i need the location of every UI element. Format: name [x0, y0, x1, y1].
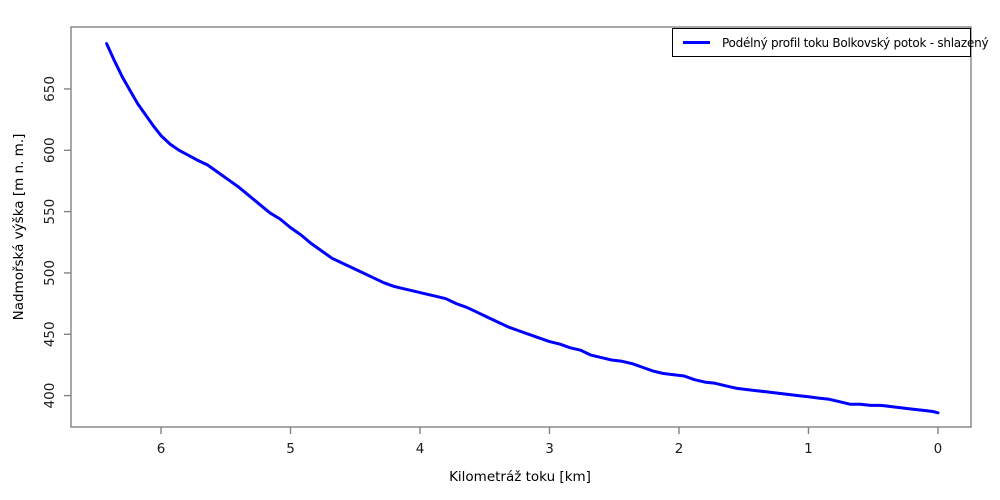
y-tick-label: 600: [42, 137, 58, 163]
legend-line-sample: [683, 41, 710, 44]
y-tick-label: 450: [42, 321, 58, 347]
x-tick-label: 0: [934, 441, 943, 457]
x-tick-label: 1: [804, 441, 813, 457]
legend: Podélný profil toku Bolkovský potok - sh…: [672, 28, 989, 57]
y-tick-label: 550: [42, 199, 58, 225]
plot-border: [70, 26, 972, 428]
profile-line: [105, 42, 940, 415]
x-axis-label: Kilometráž toku [km]: [449, 469, 591, 485]
x-tick-label: 5: [286, 441, 295, 457]
x-tick-label: 4: [416, 441, 425, 457]
x-tick-label: 2: [675, 441, 684, 457]
y-tick-label: 650: [42, 76, 58, 102]
x-tick-label: 6: [157, 441, 166, 457]
y-tick-label: 500: [42, 260, 58, 286]
y-axis-label: Nadmořská výška [m n. m.]: [11, 133, 27, 321]
y-tick-label: 400: [42, 383, 58, 409]
legend-label: Podélný profil toku Bolkovský potok - sh…: [722, 35, 989, 50]
x-tick-label: 3: [545, 441, 554, 457]
